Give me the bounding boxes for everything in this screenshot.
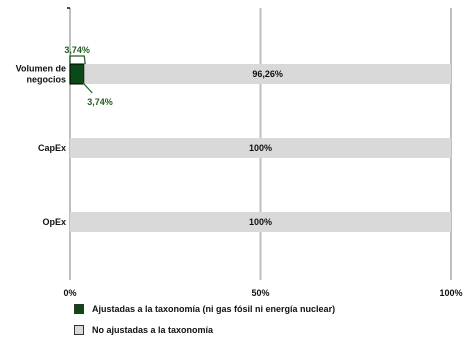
legend-item-aligned: Ajustadas a la taxonomía (ni gas fósil n…: [74, 302, 464, 316]
tick-layer: 0% 50% 100%: [63, 288, 462, 298]
bar-layer: [69, 63, 452, 232]
x-tick-label: 100%: [439, 288, 462, 298]
bar-not-aligned: [70, 212, 451, 232]
bar-value-label: 100%: [249, 217, 272, 227]
bar-value-label: 96,26%: [252, 69, 283, 79]
bar-not-aligned: [84, 64, 452, 84]
category-label: CapEx: [38, 143, 66, 153]
legend-swatch-not-aligned: [74, 325, 84, 335]
callout-leader: [81, 81, 93, 94]
callout-label-top: 3,74%: [64, 45, 90, 55]
x-tick-label: 0%: [63, 288, 76, 298]
legend-swatch-aligned: [74, 304, 84, 314]
legend-label-not-aligned: No ajustadas a la taxonomía: [92, 325, 214, 335]
x-tick-label: 50%: [251, 288, 269, 298]
bar-aligned: [69, 63, 85, 85]
category-label: OpEx: [42, 217, 66, 227]
label-layer: 96,26% 100% 100%: [249, 69, 283, 227]
callout-label-bottom: 3,74%: [87, 97, 113, 107]
category-label: negocios: [26, 75, 66, 85]
category-label: Volumen de: [16, 64, 66, 74]
bar-value-label: 100%: [249, 143, 272, 153]
bar-not-aligned: [70, 138, 451, 158]
legend-label-aligned: Ajustadas a la taxonomía (ni gas fósil n…: [92, 304, 336, 314]
callout-layer: 3,74% 3,74%: [64, 45, 112, 107]
legend-item-not-aligned: No ajustadas a la taxonomía: [74, 323, 464, 337]
callout-bracket: [69, 55, 86, 65]
